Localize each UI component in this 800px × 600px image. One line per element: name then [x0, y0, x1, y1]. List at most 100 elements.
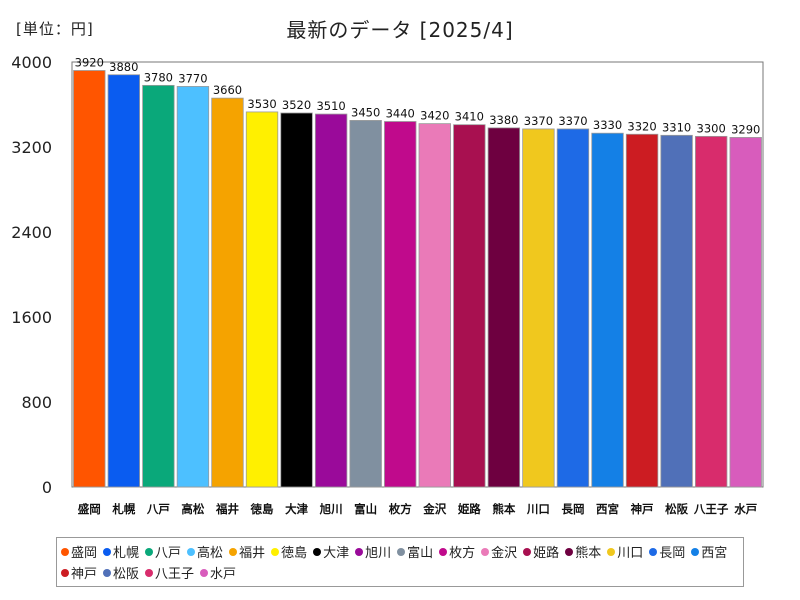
bar-chart: 0 800 1600 2400 3200 4000 3920 盛岡 3880 札幌 3780 八戸 37… — [11, 53, 764, 516]
legend-label: 姫路 — [533, 546, 560, 561]
bar — [280, 112, 313, 488]
y-tick-label: 0 — [42, 478, 52, 497]
x-tick-label: 徳島 — [250, 502, 274, 516]
x-tick-label: 水戸 — [734, 502, 757, 516]
x-tick-label: 松阪 — [665, 502, 688, 516]
legend-item: 徳島 — [271, 541, 307, 562]
legend-label: 金沢 — [491, 546, 518, 561]
legend-label: 札幌 — [113, 546, 140, 561]
y-tick-label: 3200 — [11, 138, 52, 157]
legend-item: 八王子 — [145, 562, 194, 583]
bar — [314, 113, 348, 488]
legend-swatch-icon — [200, 568, 209, 577]
x-tick-label: 福井 — [215, 502, 239, 516]
legend-item: 福井 — [229, 541, 265, 562]
data-label: 3370 — [558, 114, 587, 128]
bar — [176, 86, 210, 488]
x-tick-label: 八戸 — [146, 502, 170, 516]
legend: 盛岡 札幌 八戸 高松 福井 徳島 大津 旭川 富山 枚方 金沢 姫路 熊本 川口 長岡 西宮 神戸 松阪 八王子水… — [56, 537, 744, 587]
data-label: 3770 — [178, 71, 207, 85]
y-tick-label: 800 — [21, 393, 52, 412]
data-label: 3780 — [144, 70, 173, 84]
legend-label: 富山 — [407, 546, 434, 561]
legend-label: 熊本 — [575, 546, 602, 561]
data-label: 3290 — [731, 122, 760, 136]
legend-item: 旭川 — [355, 541, 391, 562]
legend-label: 神戸 — [71, 567, 98, 582]
legend-swatch-icon — [649, 547, 658, 556]
data-label: 3410 — [455, 110, 484, 124]
legend-label: 盛岡 — [71, 546, 98, 561]
legend-label: 福井 — [239, 546, 266, 561]
data-label: 3380 — [489, 113, 518, 127]
legend-label: 川口 — [617, 546, 644, 561]
legend-label: 枚方 — [449, 546, 476, 561]
legend-swatch-icon — [145, 547, 154, 556]
legend-item: 高松 — [187, 541, 223, 562]
data-label: 3530 — [247, 97, 276, 111]
bar — [487, 127, 521, 488]
legend-item: 神戸 — [61, 562, 97, 583]
bar — [107, 74, 141, 488]
legend-swatch-icon — [145, 568, 154, 577]
bar — [660, 134, 693, 488]
x-tick-label: 姫路 — [458, 502, 481, 516]
data-label: 3370 — [524, 114, 553, 128]
plot-area — [71, 61, 764, 488]
x-tick-label: 高松 — [181, 502, 204, 516]
x-tick-label: 金沢 — [422, 502, 446, 516]
x-tick-label: 旭川 — [319, 502, 343, 516]
x-tick-label: 神戸 — [631, 502, 654, 516]
legend-swatch-icon — [355, 547, 364, 556]
legend-label: 徳島 — [281, 546, 308, 561]
y-tick-label: 2400 — [11, 223, 52, 242]
unit-label: [単位：円] — [16, 20, 94, 38]
legend-swatch-icon — [271, 547, 280, 556]
legend-swatch-icon — [229, 547, 238, 556]
legend-item: 長岡 — [649, 541, 685, 562]
legend-item: 大津 — [313, 541, 349, 562]
x-tick-label: 富山 — [354, 502, 377, 516]
legend-item: 水戸 — [200, 562, 236, 583]
bar — [453, 124, 486, 488]
legend-swatch-icon — [397, 547, 406, 556]
legend-swatch-icon — [313, 547, 322, 556]
legend-item: 川口 — [607, 541, 643, 562]
bar — [73, 70, 106, 488]
bar — [384, 121, 417, 488]
y-tick-label: 4000 — [11, 53, 52, 72]
data-label: 3420 — [420, 109, 449, 123]
legend-swatch-icon — [481, 547, 490, 556]
bar — [142, 84, 175, 488]
legend-label: 高松 — [197, 546, 224, 561]
data-label: 3520 — [282, 98, 311, 112]
data-label: 3510 — [316, 99, 345, 113]
bar — [245, 111, 279, 488]
x-tick-label: 札幌 — [111, 502, 135, 516]
x-tick-label: 長岡 — [561, 502, 584, 516]
legend-swatch-icon — [103, 568, 112, 577]
chart-title: 最新のデータ [2025/4] — [286, 18, 514, 42]
data-label: 3920 — [75, 56, 104, 70]
legend-item: 札幌 — [103, 541, 139, 562]
bar — [556, 128, 590, 488]
legend-swatch-icon — [523, 547, 532, 556]
bar — [418, 123, 451, 488]
x-tick-label: 枚方 — [389, 502, 412, 516]
legend-item: 西宮 — [691, 541, 727, 562]
data-label: 3320 — [627, 119, 656, 133]
legend-item: 金沢 — [481, 541, 517, 562]
y-tick-label: 1600 — [11, 308, 52, 327]
bar — [211, 97, 244, 488]
legend-label: 旭川 — [365, 546, 392, 561]
bar — [695, 135, 728, 488]
data-label: 3300 — [697, 121, 726, 135]
legend-swatch-icon — [103, 547, 112, 556]
x-tick-label: 熊本 — [492, 502, 515, 516]
data-label: 3450 — [351, 105, 380, 119]
legend-label: 八戸 — [155, 546, 182, 561]
legend-swatch-icon — [691, 547, 700, 556]
legend-item: 盛岡 — [61, 541, 97, 562]
legend-label: 大津 — [323, 546, 350, 561]
legend-label: 八王子 — [155, 567, 195, 582]
